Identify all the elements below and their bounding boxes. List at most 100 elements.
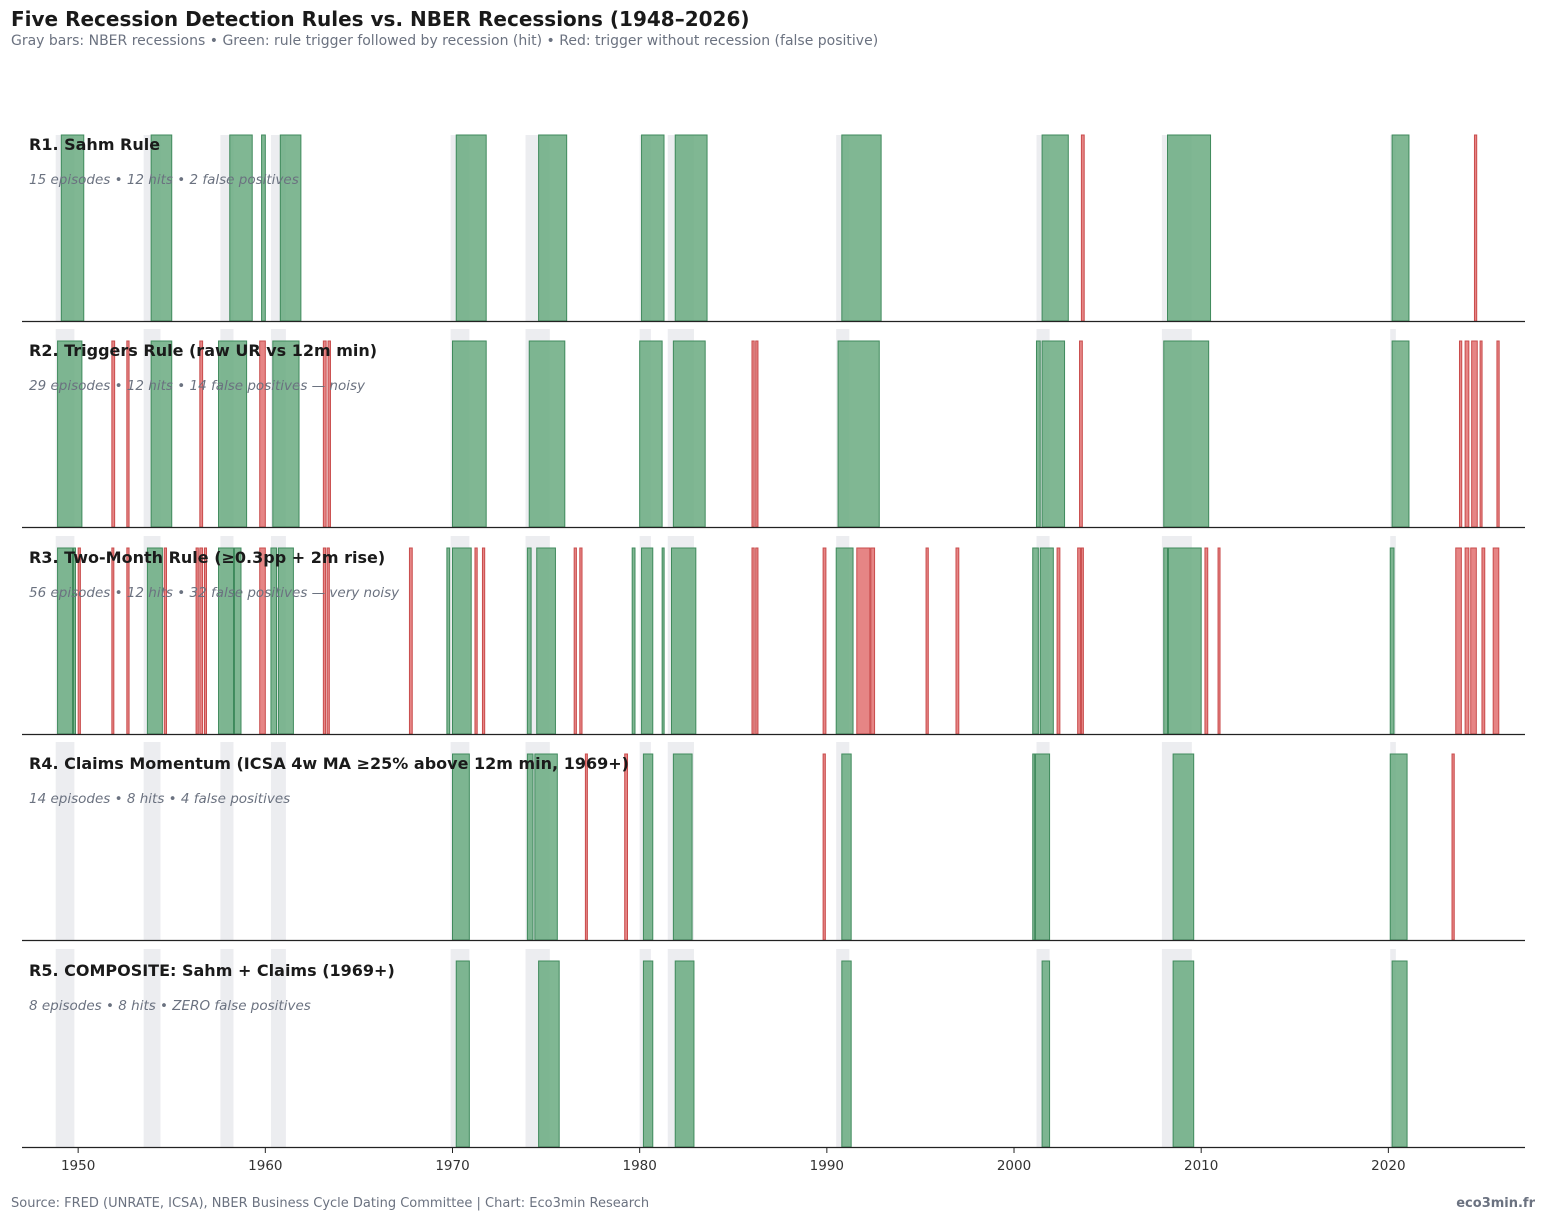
false-positive-bar: [1481, 547, 1486, 735]
false-positive-bar: [1056, 547, 1061, 735]
recession-band: [270, 949, 286, 1147]
x-tick-label: 1970: [435, 1158, 469, 1174]
false-positive-bar: [1492, 547, 1500, 735]
false-positive-bar: [955, 547, 960, 735]
hit-bar: [837, 340, 880, 528]
recession-band: [55, 949, 75, 1147]
hit-bar: [536, 547, 556, 735]
recession-band: [55, 742, 75, 940]
false-positive-bar: [751, 340, 755, 528]
hit-bar: [146, 547, 163, 735]
hit-bar: [150, 134, 173, 322]
panel-subtitle: 15 episodes • 12 hits • 2 false positive…: [29, 172, 299, 188]
hit-bar: [451, 340, 487, 528]
false-positive-bar: [327, 340, 331, 528]
hit-bar: [150, 340, 173, 528]
hit-bar: [672, 340, 706, 528]
false-positive-bar: [1204, 547, 1209, 735]
false-positive-bar: [755, 547, 759, 735]
false-positive-bar: [322, 340, 327, 528]
hit-bar: [631, 547, 636, 735]
false-positive-bar: [1479, 340, 1483, 528]
false-positive-bar: [822, 753, 826, 941]
panel-title: R5. COMPOSITE: Sahm + Claims (1969+): [29, 961, 395, 980]
false-positive-bar: [199, 547, 204, 735]
hit-bar: [841, 960, 852, 1148]
false-positive-bar: [203, 547, 207, 735]
hit-bar: [1391, 960, 1408, 1148]
false-positive-bar: [163, 547, 167, 735]
source-note: Source: FRED (UNRATE, ICSA), NBER Busine…: [11, 1196, 650, 1211]
hit-bar: [674, 960, 695, 1148]
hit-bar: [57, 340, 83, 528]
false-positive-bar: [1464, 547, 1470, 735]
chart-subtitle: Gray bars: NBER recessions • Green: rule…: [11, 33, 879, 49]
hit-bar: [1041, 340, 1066, 528]
false-positive-bar: [573, 547, 577, 735]
hit-bar: [1389, 753, 1408, 941]
hit-bar: [1167, 547, 1202, 735]
hit-bar: [642, 960, 654, 1148]
hit-bar: [1035, 753, 1051, 941]
hit-bar: [670, 547, 697, 735]
false-positive-bar: [1080, 134, 1085, 322]
x-tick-label: 1960: [248, 1158, 282, 1174]
brand-label: eco3min.fr: [1456, 1196, 1535, 1211]
panel-title: R3. Two-Month Rule (≥0.3pp + 2m rise): [29, 548, 385, 567]
panel-title: R1. Sahm Rule: [29, 135, 160, 154]
false-positive-bar: [326, 547, 330, 735]
hit-bar: [1391, 134, 1410, 322]
hit-bar: [841, 134, 882, 322]
hit-bar: [218, 340, 248, 528]
hit-bar: [57, 547, 74, 735]
hit-bar: [277, 547, 294, 735]
recession-band: [143, 949, 161, 1147]
hit-bar: [229, 134, 253, 322]
x-tick-label: 1950: [61, 1158, 95, 1174]
hit-bar: [272, 340, 300, 528]
hit-bar: [641, 547, 654, 735]
false-positive-bar: [1217, 547, 1221, 735]
hit-bar: [1391, 340, 1410, 528]
false-positive-bar: [199, 340, 204, 528]
false-positive-bar: [870, 547, 876, 735]
hit-bar: [270, 547, 278, 735]
false-positive-bar: [1455, 547, 1462, 735]
hit-bar: [451, 547, 472, 735]
hit-bar: [674, 134, 708, 322]
panel-subtitle: 8 episodes • 8 hits • ZERO false positiv…: [29, 998, 311, 1014]
hit-bar: [639, 340, 663, 528]
hit-bar: [60, 134, 85, 322]
hit-bar: [642, 753, 654, 941]
false-positive-bar: [259, 547, 266, 735]
hit-bar: [279, 134, 302, 322]
hit-bar: [455, 960, 470, 1148]
false-positive-bar: [1473, 134, 1478, 322]
false-positive-bar: [751, 547, 755, 735]
false-positive-bar: [1464, 340, 1470, 528]
recession-band: [220, 949, 234, 1147]
false-positive-bar: [1496, 340, 1500, 528]
hit-bar: [1039, 547, 1054, 735]
false-positive-bar: [584, 753, 588, 941]
hit-bar: [72, 547, 76, 735]
false-positive-bar: [77, 547, 81, 735]
false-positive-bar: [126, 340, 130, 528]
hit-bar: [1166, 134, 1212, 322]
false-positive-bar: [822, 547, 827, 735]
x-tick-label: 2020: [1371, 1158, 1405, 1174]
panel-subtitle: 14 episodes • 8 hits • 4 false positives: [29, 791, 290, 807]
hit-bar: [455, 134, 487, 322]
false-positive-bar: [322, 547, 327, 735]
false-positive-bar: [474, 547, 478, 735]
false-positive-bar: [579, 547, 583, 735]
hit-bar: [661, 547, 665, 735]
x-tick-label: 1980: [622, 1158, 656, 1174]
recession-band: [143, 742, 161, 940]
hit-bar: [1032, 547, 1039, 735]
false-positive-bar: [925, 547, 929, 735]
hit-bar: [1172, 753, 1195, 941]
false-positive-bar: [259, 340, 266, 528]
hit-bar: [534, 753, 558, 941]
